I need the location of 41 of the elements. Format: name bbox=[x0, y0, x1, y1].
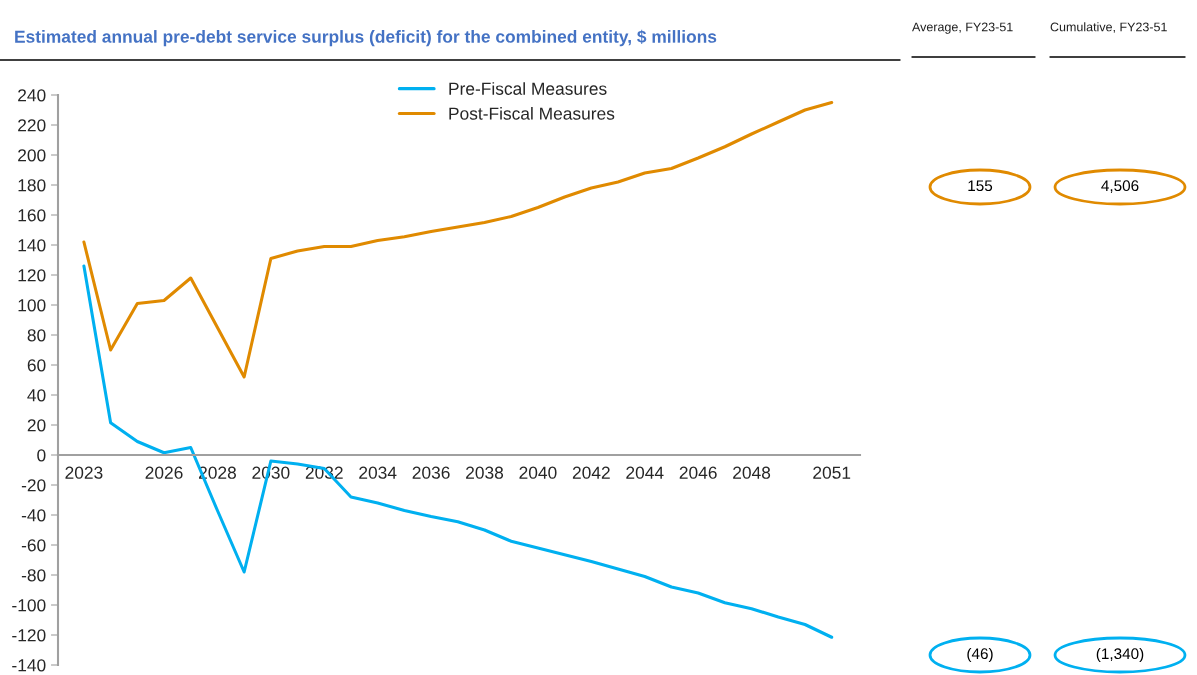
y-tick-label: 0 bbox=[37, 449, 46, 462]
y-tick-label: 220 bbox=[18, 119, 46, 132]
y-tick-label: -60 bbox=[21, 539, 46, 552]
x-tick-label: 2048 bbox=[733, 466, 771, 479]
y-tick-label: 80 bbox=[27, 329, 46, 342]
x-tick-label: 2051 bbox=[813, 466, 851, 479]
text: 4,506 bbox=[1101, 180, 1139, 193]
y-tick-label: -20 bbox=[21, 479, 46, 492]
y-tick-label: 140 bbox=[18, 239, 46, 252]
y-tick-label: 60 bbox=[27, 359, 46, 372]
y-tick-label: 240 bbox=[18, 89, 46, 102]
x-tick-label: 2038 bbox=[466, 466, 504, 479]
y-tick-label: 120 bbox=[18, 269, 46, 282]
text: (46) bbox=[967, 647, 993, 663]
x-tick-label: 2042 bbox=[572, 466, 610, 479]
text: 155 bbox=[968, 180, 993, 192]
x-tick-label: 2040 bbox=[519, 466, 557, 479]
y-tick-label: -120 bbox=[12, 629, 46, 642]
chart-title: Estimated annual pre-debt service surplus (deficit) for the combined entity, $ millions bbox=[15, 29, 717, 47]
x-tick-label: 2046 bbox=[679, 466, 717, 479]
x-tick-label: 2023 bbox=[65, 466, 103, 479]
y-tick-label: -40 bbox=[21, 509, 46, 522]
y-tick-label: -80 bbox=[21, 569, 46, 582]
y-tick-label: -140 bbox=[12, 659, 46, 672]
y-tick-label: 180 bbox=[18, 179, 46, 192]
y-tick-label: 160 bbox=[18, 209, 46, 222]
y-tick-label: 40 bbox=[27, 389, 46, 402]
y-tick-label: 100 bbox=[18, 299, 46, 312]
x-tick-label: 2036 bbox=[412, 466, 450, 479]
line-series bbox=[82, 100, 834, 379]
y-tick-label: 20 bbox=[27, 419, 46, 432]
legend-label: Post-Fiscal Measures bbox=[449, 106, 615, 120]
text: Average, FY23-51 bbox=[912, 22, 1013, 34]
text: Cumulative, FY23-51 bbox=[1050, 22, 1167, 33]
y-tick-label: -100 bbox=[12, 599, 46, 612]
x-tick-label: 2034 bbox=[359, 466, 397, 479]
legend-label: Pre-Fiscal Measures bbox=[449, 82, 607, 95]
text: (1,340) bbox=[1096, 647, 1144, 663]
y-tick-label: 200 bbox=[18, 149, 46, 162]
x-tick-label: 2044 bbox=[626, 466, 664, 479]
x-tick-label: 2026 bbox=[145, 466, 183, 479]
